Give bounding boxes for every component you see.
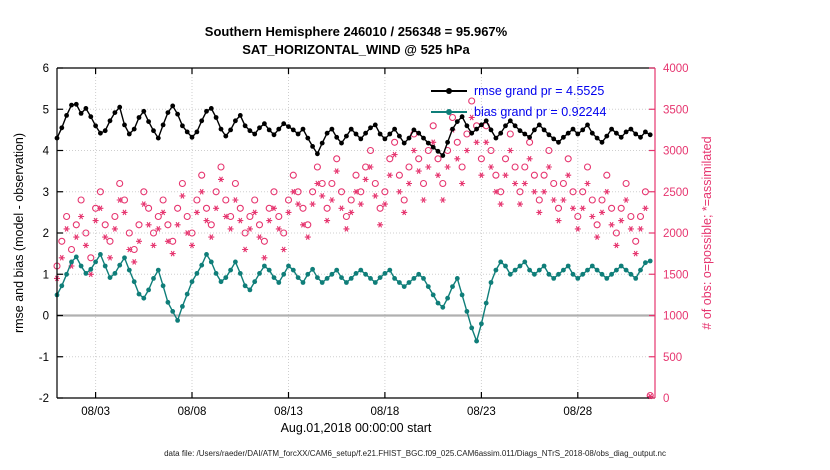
chart-subtitle: SAT_HORIZONTAL_WIND @ 525 hPa: [242, 42, 470, 57]
left-tick-label: 2: [43, 228, 49, 240]
bias-line-marker-icon: [431, 108, 467, 115]
legend-bias-label: bias grand pr = 0.92244: [474, 104, 607, 119]
right-tick-label: 3000: [663, 146, 689, 158]
data-file-caption: data file: /Users/raeder/DAI/ATM_forcXX/…: [164, 449, 666, 458]
rmse-series: [54, 101, 653, 158]
possible-obs-series: [53, 97, 654, 400]
right-tick-label: 1000: [663, 311, 689, 323]
left-tick-label: 3: [43, 187, 49, 199]
bias-series: [54, 252, 653, 344]
right-tick-label: 1500: [663, 269, 689, 281]
x-tick-label: 08/18: [371, 406, 400, 418]
axis-tick-labels: 6 5 4 3 2 1 0 -1 -2 4000 3500 3000 2500 2000 1500 1000 5…: [39, 63, 689, 418]
legend-item-bias: bias grand pr = 0.92244: [431, 101, 606, 122]
legend: rmse grand pr = 4.5525 bias grand pr = 0…: [431, 80, 606, 122]
x-tick-label: 08/13: [274, 406, 303, 418]
right-tick-label: 0: [663, 393, 669, 405]
left-axis-label: rmse and bias (model - observation): [12, 132, 26, 334]
legend-item-rmse: rmse grand pr = 4.5525: [431, 80, 606, 101]
axes-box: [56, 67, 656, 399]
right-tick-label: 500: [663, 352, 682, 364]
left-tick-label: 0: [43, 311, 49, 323]
right-tick-label: 4000: [663, 63, 689, 75]
rmse-line-marker-icon: [431, 87, 467, 94]
x-tick-label: 08/08: [178, 406, 207, 418]
right-tick-label: 2500: [663, 187, 689, 199]
x-tick-label: 08/23: [467, 406, 496, 418]
x-axis-label: Aug.01,2018 00:00:00 start: [280, 421, 432, 435]
left-tick-label: 6: [43, 63, 49, 75]
left-tick-label: -1: [39, 352, 49, 364]
assimilated-obs-series: [54, 114, 654, 400]
left-tick-label: -2: [39, 393, 49, 405]
legend-rmse-label: rmse grand pr = 4.5525: [474, 83, 605, 98]
x-tick-label: 08/28: [563, 406, 592, 418]
chart-title: Southern Hemisphere 246010 / 256348 = 95…: [204, 24, 508, 39]
right-tick-label: 3500: [663, 104, 689, 116]
right-tick-label: 2000: [663, 228, 689, 240]
x-tick-label: 08/03: [81, 406, 110, 418]
left-tick-label: 1: [43, 269, 49, 281]
left-tick-label: 5: [43, 104, 49, 116]
right-axis-label: # of obs: o=possible; *=assimilated: [700, 136, 714, 330]
left-tick-label: 4: [43, 146, 50, 158]
